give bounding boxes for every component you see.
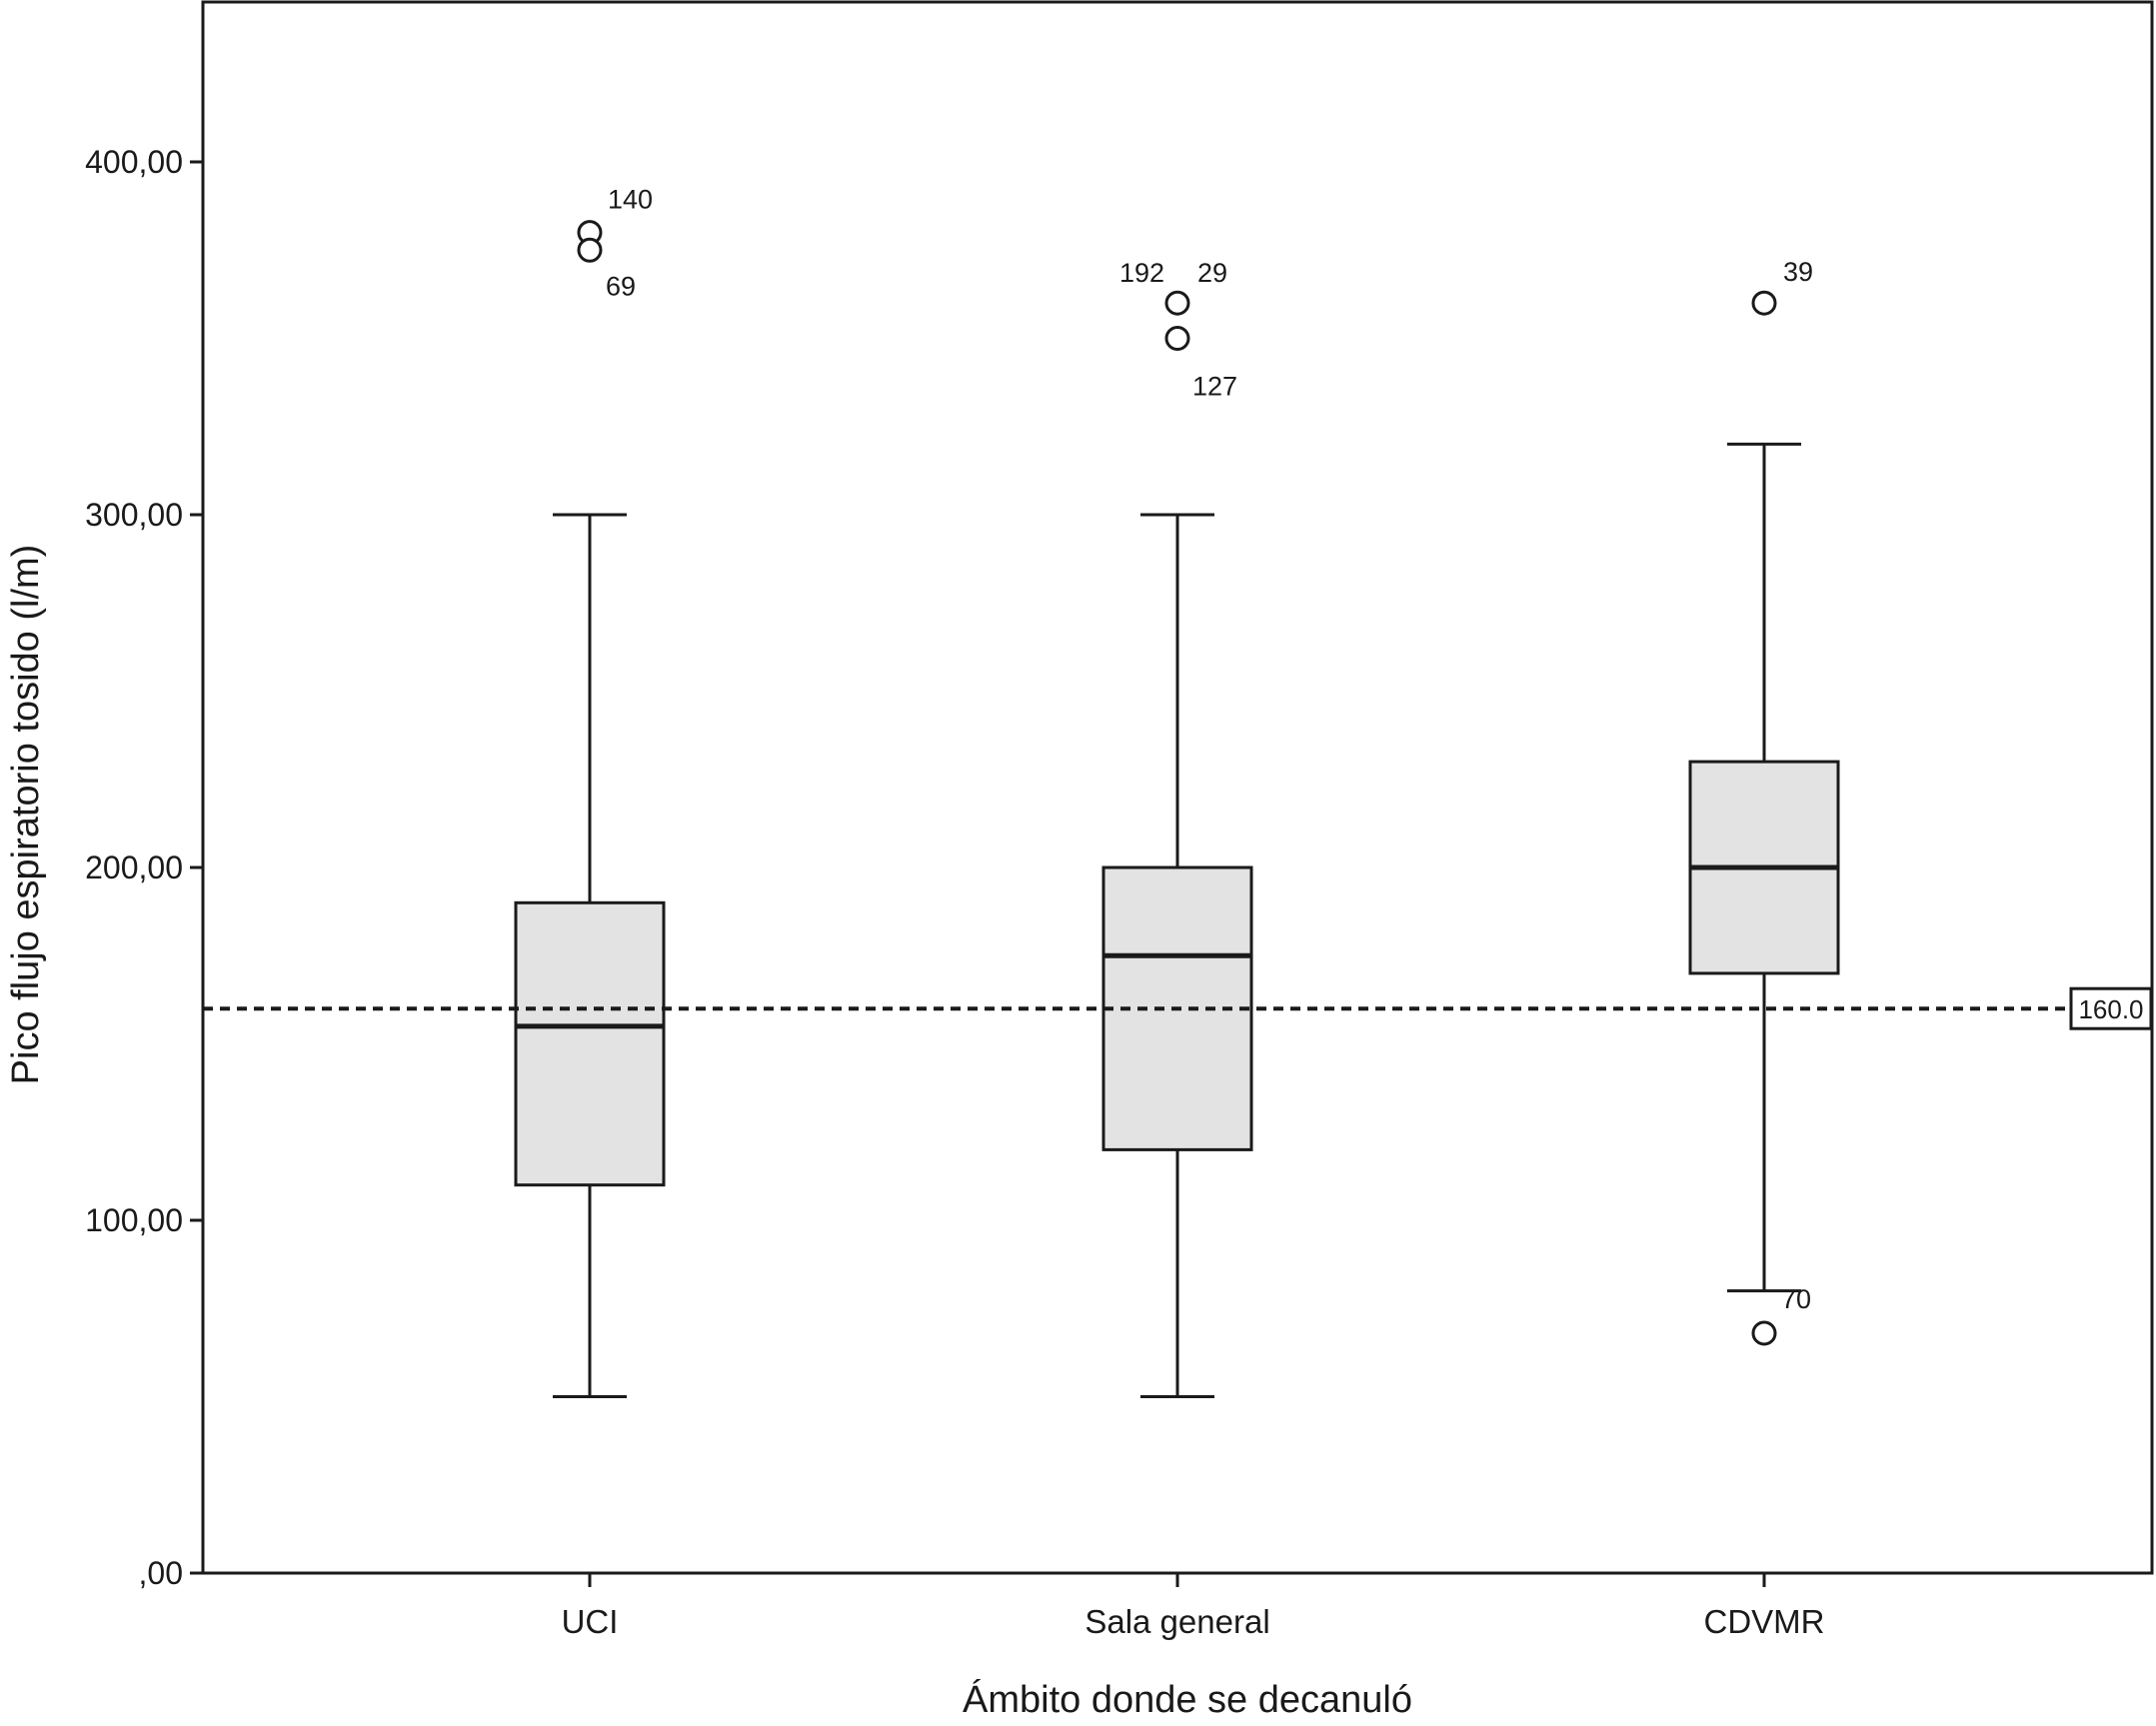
reference-line-group: 160.0 xyxy=(203,986,2153,1030)
reference-value-box xyxy=(2069,986,2153,1030)
outlier-point xyxy=(1751,1320,1777,1346)
box-cdvmr: 39 70 xyxy=(1688,257,1840,1346)
x-tick-label: UCI xyxy=(562,1603,619,1640)
iqr-box xyxy=(514,900,666,1187)
y-tick-label: 100,00 xyxy=(85,1202,183,1238)
outlier-label: 39 xyxy=(1783,257,1813,287)
outlier-label: 69 xyxy=(606,271,636,301)
y-tick-label: ,00 xyxy=(139,1555,183,1591)
y-axis-title: Pico flujo espiratorio tosido (l/m) xyxy=(5,545,47,1085)
y-tick-label: 300,00 xyxy=(85,497,183,533)
x-tick-label: CDVMR xyxy=(1704,1603,1825,1640)
box-uci: 140 69 xyxy=(514,185,666,1398)
reference-value-label: 160.0 xyxy=(2078,994,2143,1024)
outlier-point xyxy=(1164,290,1190,316)
outlier-label: 192 xyxy=(1119,258,1164,288)
x-axis-title: Ámbito donde se decanuló xyxy=(963,1678,1412,1721)
outlier-point xyxy=(1164,326,1190,351)
y-tick-label: 200,00 xyxy=(85,850,183,885)
y-tick-label: 400,00 xyxy=(85,144,183,180)
outlier-label: 70 xyxy=(1781,1284,1811,1314)
box-group: 140 69 192 29 127 39 70 xyxy=(514,185,1840,1398)
x-axis: UCI Sala general CDVMR xyxy=(562,1573,1825,1640)
outlier-point xyxy=(577,237,603,263)
y-axis: ,00 100,00 200,00 300,00 400,00 xyxy=(85,144,203,1591)
x-tick-label: Sala general xyxy=(1084,1603,1269,1640)
outlier-label: 140 xyxy=(608,185,653,215)
outlier-point xyxy=(1751,290,1777,316)
box-sala-general: 192 29 127 xyxy=(1101,258,1253,1398)
outlier-label: 29 xyxy=(1197,258,1227,288)
outlier-label: 127 xyxy=(1192,372,1237,402)
